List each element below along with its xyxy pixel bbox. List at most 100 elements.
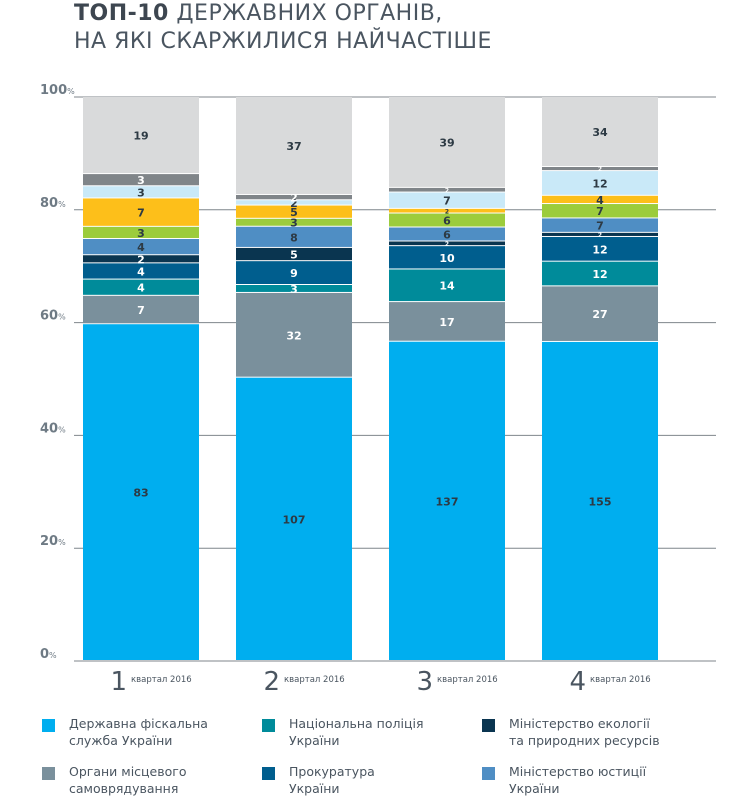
data-label-yellow-q3: 2 — [445, 208, 449, 215]
data-label-ecology-q2: 5 — [290, 249, 298, 262]
bar-segment-other-q1 — [83, 97, 199, 174]
data-label-other-q4: 34 — [592, 126, 608, 139]
bar-segment-police-q4 — [542, 261, 658, 286]
data-label-fiscal-q2: 107 — [283, 513, 306, 526]
y-tick-60: 60% — [40, 309, 66, 324]
bar-segment-yellow-q1 — [83, 198, 199, 226]
y-tick-40: 40% — [40, 421, 66, 436]
y-tick-100: 100% — [40, 83, 75, 98]
bar-segment-police-q3 — [389, 269, 505, 302]
bar-segment-yellow-q2 — [236, 205, 352, 218]
legend-label-prosecutor-2: України — [289, 781, 340, 796]
title-line2: НА ЯКІ СКАРЖИЛИСЯ НАЙЧАСТІШЕ — [74, 29, 492, 54]
data-label-justice-q3: 6 — [443, 228, 451, 241]
data-label-lightblue-q4: 12 — [592, 177, 607, 190]
bar-segment-lightblue-q3 — [389, 192, 505, 208]
data-label-local-q1: 7 — [137, 304, 145, 317]
data-label-yellow-q4: 4 — [596, 194, 604, 207]
legend-label-prosecutor-1: Прокуратура — [289, 764, 375, 779]
legend-label-ecology-2: та природних ресурсів — [509, 733, 660, 748]
legend-label-police-2: України — [289, 733, 340, 748]
bar-segment-justice-q2 — [236, 226, 352, 247]
data-label-other-q3: 39 — [439, 136, 454, 149]
legend-label-ecology-1: Міністерство екології — [509, 716, 650, 731]
data-label-justice-q4: 7 — [596, 220, 604, 233]
legend-swatch-ecology — [482, 719, 495, 732]
x-tick-2: 2 — [263, 667, 280, 697]
data-label-darkgray-q3: 2 — [445, 187, 449, 194]
bar-segment-prosecutor-q4 — [542, 236, 658, 261]
data-label-darkgray-q2: 2 — [290, 192, 298, 205]
bar-segment-ecology-q3 — [389, 241, 505, 246]
bar-segment-other-q4 — [542, 97, 658, 166]
data-label-green-q1: 3 — [137, 227, 145, 240]
x-tick-3: 3 — [416, 667, 433, 697]
legend-label-justice-1: Міністерство юстиції — [509, 764, 647, 779]
bar-segment-local-q3 — [389, 302, 505, 341]
data-label-prosecutor-q3: 10 — [439, 252, 455, 265]
data-label-darkgray-q1: 3 — [137, 174, 145, 187]
title-line1: ДЕРЖАВНИХ ОРГАНІВ, — [168, 1, 443, 26]
bar-segment-prosecutor-q2 — [236, 261, 352, 284]
x-tick-1: 1 — [110, 667, 127, 697]
data-label-ecology-q1: 2 — [137, 253, 145, 266]
data-label-police-q2: 3 — [290, 283, 298, 296]
legend-item-fiscal: Державна фіскальна служба України — [42, 715, 219, 749]
bar-segment-green-q4 — [542, 204, 658, 218]
legend-label-police-1: Національна поліція — [289, 716, 424, 731]
bar-segment-fiscal-q4 — [542, 341, 658, 660]
bar-segment-darkgray-q2 — [236, 194, 352, 200]
data-label-yellow-q1: 7 — [137, 207, 145, 220]
x-tick-suffix-2: квартал 2016 — [284, 675, 345, 685]
bar-segment-local-q4 — [542, 286, 658, 341]
data-label-police-q4: 12 — [592, 268, 607, 281]
data-label-green-q4: 7 — [596, 205, 604, 218]
bar-segment-darkgray-q1 — [83, 174, 199, 186]
bar-segment-justice-q4 — [542, 218, 658, 232]
x-tick-suffix-3: квартал 2016 — [437, 675, 498, 685]
bar-segment-darkgray-q3 — [389, 187, 505, 192]
bar-segment-yellow-q4 — [542, 195, 658, 204]
bar-segment-justice-q3 — [389, 227, 505, 241]
legend-item-local: Органи місцевого самоврядування — [42, 763, 219, 797]
legend-item-police: Національна поліція України — [262, 715, 439, 749]
legend-label-local-1: Органи місцевого — [69, 764, 187, 779]
data-label-other-q2: 37 — [286, 140, 301, 153]
bar-segment-fiscal-q3 — [389, 341, 505, 660]
legend-swatch-police — [262, 719, 275, 732]
legend-item-prosecutor: Прокуратура України — [262, 763, 439, 797]
data-label-yellow-q2: 5 — [290, 206, 298, 219]
data-label-ecology-q3: 2 — [445, 241, 449, 248]
data-label-lightblue-q1: 3 — [137, 186, 145, 199]
bar-segment-darkgray-q4 — [542, 166, 658, 171]
data-label-prosecutor-q4: 12 — [592, 243, 607, 256]
bar-segment-justice-q1 — [83, 239, 199, 255]
bar-segment-local-q1 — [83, 295, 199, 324]
x-tick-suffix-4: квартал 2016 — [590, 675, 651, 685]
bar-segment-lightblue-q4 — [542, 171, 658, 195]
chart-title: ТОП-10 ДЕРЖАВНИХ ОРГАНІВ, НА ЯКІ СКАРЖИЛ… — [74, 0, 492, 56]
data-label-police-q1: 4 — [137, 282, 145, 295]
bar-segment-green-q1 — [83, 226, 199, 239]
bar-segment-local-q2 — [236, 292, 352, 377]
bar-segment-green-q3 — [389, 213, 505, 227]
bar-segment-police-q1 — [83, 279, 199, 295]
bar-segment-ecology-q4 — [542, 232, 658, 236]
data-label-justice-q2: 8 — [290, 231, 298, 244]
y-tick-0: 0% — [40, 647, 57, 662]
data-label-local-q2: 32 — [286, 329, 301, 342]
bar-segment-prosecutor-q3 — [389, 246, 505, 269]
x-tick-suffix-1: квартал 2016 — [131, 675, 192, 685]
bar-segment-lightblue-q2 — [236, 200, 352, 205]
bar-segment-lightblue-q1 — [83, 186, 199, 198]
bar-segment-yellow-q3 — [389, 208, 505, 213]
bar-segment-fiscal-q1 — [83, 324, 199, 660]
data-label-ecology-q4: 2 — [598, 232, 602, 239]
legend-label-fiscal-1: Державна фіскальна — [69, 716, 208, 731]
data-label-local-q3: 17 — [439, 316, 454, 329]
data-label-darkgray-q4: 2 — [598, 166, 602, 173]
